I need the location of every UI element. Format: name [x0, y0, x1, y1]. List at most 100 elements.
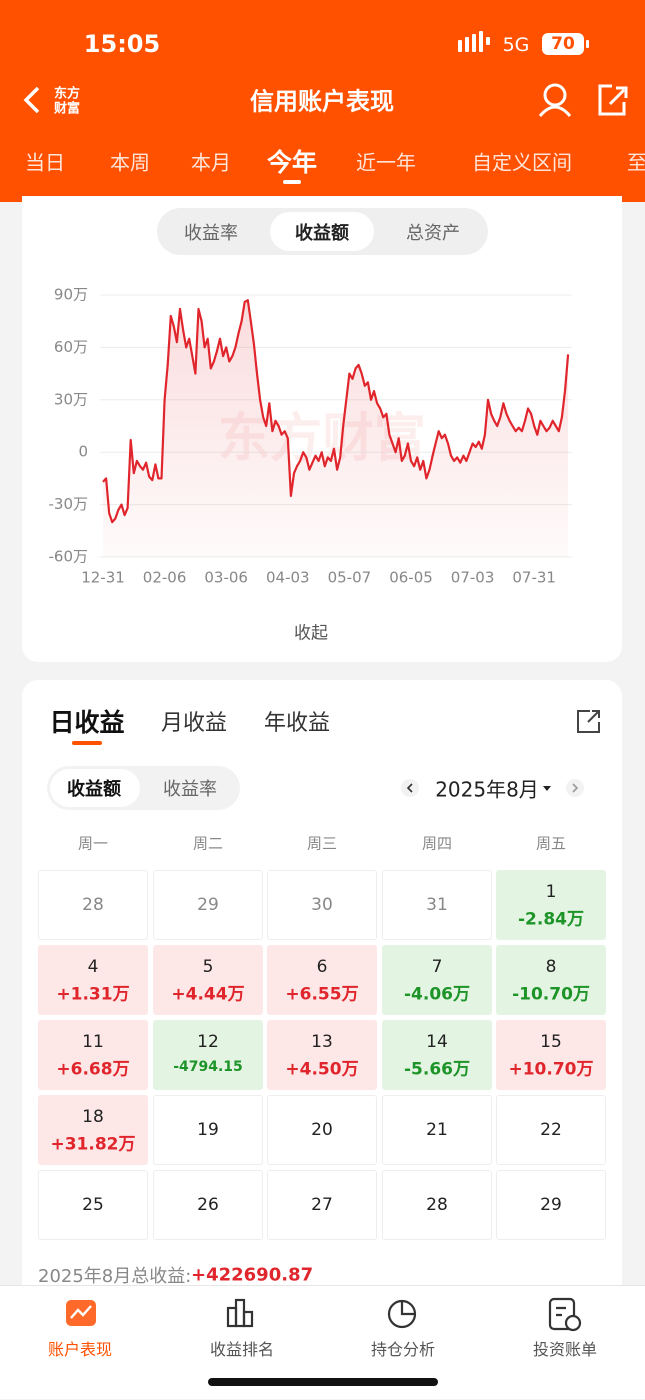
toggle-selected [50, 769, 140, 807]
day-pnl: +1.31万 [56, 984, 130, 1005]
day-number: 27 [311, 1195, 333, 1215]
status-network: 5G [502, 34, 530, 56]
status-time: 15:05 [83, 30, 161, 58]
line [102, 299, 570, 524]
day-number: 28 [82, 895, 104, 915]
day-pnl: +4.44万 [171, 984, 245, 1005]
calendar-cell[interactable] [496, 945, 606, 1015]
daily-tab[interactable]: 月收益 [160, 711, 228, 736]
nav-item[interactable]: 收益排名 [209, 1340, 275, 1359]
calendar-cell[interactable] [382, 945, 492, 1015]
share-icon[interactable] [577, 710, 600, 733]
calendar-cell[interactable] [382, 1095, 492, 1165]
period-tab[interactable]: 当日 [25, 150, 65, 175]
calendar-cell[interactable] [153, 945, 263, 1015]
metric-tab[interactable]: 总资产 [406, 223, 460, 244]
month-picker[interactable]: 2025年8月 [435, 777, 539, 802]
summary-value: +422690.87 [191, 1264, 314, 1286]
daily-icons [401, 710, 600, 797]
calendar-cell[interactable] [267, 870, 377, 940]
next-month[interactable] [566, 779, 584, 797]
day-number: 25 [82, 1195, 104, 1215]
weekday-label: 周三 [306, 834, 338, 853]
calendar-cell[interactable] [496, 1020, 606, 1090]
weekday-label: 周二 [192, 834, 224, 853]
calendar-cell[interactable] [496, 1095, 606, 1165]
x-tick-label: 07-03 [451, 569, 495, 587]
calendar-cell[interactable] [153, 1095, 263, 1165]
x-tick-label: 12-31 [81, 569, 125, 587]
calendar-cell[interactable] [496, 870, 606, 940]
day-number: 29 [540, 1195, 562, 1215]
toggle-item[interactable]: 收益率 [163, 779, 217, 800]
day-number: 15 [540, 1032, 562, 1052]
calendar-cell[interactable] [153, 870, 263, 940]
collapse-button[interactable]: 收起 [294, 623, 328, 644]
calendar-cell[interactable] [153, 1170, 263, 1240]
period-tab[interactable]: 近一年 [356, 150, 416, 175]
calendar-cell[interactable] [496, 1170, 606, 1240]
calendar-cell[interactable] [382, 870, 492, 940]
day-number: 18 [82, 1107, 104, 1127]
daily-tab[interactable]: 年收益 [263, 711, 331, 736]
logo-box [52, 83, 84, 115]
month-caret[interactable] [543, 786, 551, 791]
weekday-label: 周一 [77, 834, 109, 853]
share-icon[interactable] [598, 84, 628, 116]
calendar-cell[interactable] [38, 1095, 148, 1165]
day-number: 28 [426, 1195, 448, 1215]
page-title: 信用账户表现 [250, 87, 394, 116]
day-number: 13 [311, 1032, 333, 1052]
period-tab[interactable]: 本月 [191, 150, 231, 175]
day-pnl: +6.68万 [56, 1059, 130, 1080]
calendar-cell[interactable] [267, 945, 377, 1015]
back-icon[interactable] [23, 86, 40, 114]
y-tick-label: 30万 [54, 390, 88, 408]
user-icon[interactable] [543, 83, 567, 107]
metric-selected [270, 212, 374, 251]
period-tab[interactable]: 至 [627, 150, 645, 175]
period-tab[interactable]: 本周 [110, 150, 150, 175]
daily-tab[interactable]: 日收益 [49, 708, 125, 737]
day-number: 19 [197, 1120, 219, 1140]
day-number: 12 [197, 1032, 219, 1052]
weekday-label: 周五 [535, 834, 567, 853]
day-pnl: +10.70万 [508, 1059, 594, 1080]
y-tick-label: -30万 [49, 495, 89, 513]
y-tick-label: 0 [78, 443, 88, 461]
calendar-cell[interactable] [153, 1020, 263, 1090]
logo-text: 东方 [53, 86, 81, 102]
calendar-cell[interactable] [267, 1170, 377, 1240]
summary-label: 2025年8月总收益: [38, 1266, 192, 1287]
day-number: 11 [82, 1032, 104, 1052]
calendar-cell[interactable] [382, 1170, 492, 1240]
day-number: 4 [87, 957, 99, 977]
x-tick-label: 07-31 [512, 569, 556, 587]
calendar-cell[interactable] [38, 945, 148, 1015]
nav-item[interactable]: 投资账单 [532, 1340, 598, 1359]
nav-icons [66, 1297, 582, 1332]
calendar-cell[interactable] [38, 870, 148, 940]
calendar-cell[interactable] [38, 1020, 148, 1090]
metric-tab[interactable]: 收益率 [184, 223, 238, 244]
day-pnl: -4794.15 [173, 1059, 243, 1075]
calendar-cell[interactable] [267, 1020, 377, 1090]
calendar-cell[interactable] [382, 1020, 492, 1090]
y-tick-label: 90万 [54, 286, 88, 304]
period-tab[interactable]: 今年 [266, 148, 318, 177]
metric-tab[interactable]: 收益额 [295, 223, 349, 244]
day-pnl: +4.50万 [285, 1059, 359, 1080]
calendar-cell[interactable] [267, 1095, 377, 1165]
nav-item[interactable]: 账户表现 [47, 1340, 113, 1359]
prev-month[interactable] [401, 779, 419, 797]
calendar-cell[interactable] [38, 1170, 148, 1240]
day-number: 22 [540, 1120, 562, 1140]
period-tab[interactable]: 自定义区间 [472, 150, 572, 175]
nav-item[interactable]: 持仓分析 [370, 1340, 436, 1359]
day-number: 26 [197, 1195, 219, 1215]
day-number: 5 [202, 957, 214, 977]
day-number: 7 [431, 957, 443, 977]
toggle-item[interactable]: 收益额 [67, 779, 121, 800]
